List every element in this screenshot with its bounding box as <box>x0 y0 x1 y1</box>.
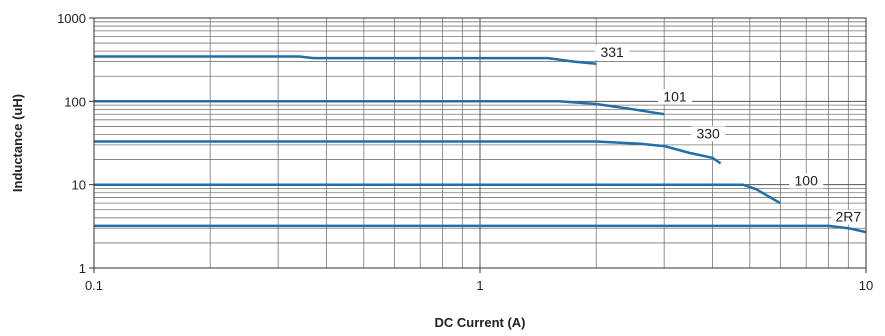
series-label-331: 331 <box>600 44 624 60</box>
series-layer: 331 101 330 100 2R7 <box>94 44 867 234</box>
x-axis-title: DC Current (A) <box>435 315 526 330</box>
y-tick-label: 1000 <box>57 11 86 26</box>
series-label-2R7: 2R7 <box>835 209 861 225</box>
y-tick-label: 100 <box>64 94 86 109</box>
series-label-bg-101 <box>657 89 692 105</box>
x-tick-label: 10 <box>859 278 873 293</box>
series-line-100 <box>94 183 782 205</box>
series-label-bg-100 <box>789 173 824 189</box>
series-label-330: 330 <box>696 125 720 141</box>
y-axis-title: Inductance (uH) <box>10 94 25 192</box>
series-label-bg-330 <box>691 126 726 142</box>
x-tick-label: 0.1 <box>85 278 103 293</box>
series-line-2R7 <box>94 224 867 234</box>
series-line-331 <box>94 55 597 66</box>
x-tick-label: 1 <box>476 278 483 293</box>
series-line-330 <box>94 140 722 165</box>
series-label-bg-331 <box>595 45 630 61</box>
series-label-100: 100 <box>795 172 819 188</box>
y-tick-label: 1 <box>79 261 86 276</box>
y-tick-label: 10 <box>72 178 86 193</box>
series-line-101 <box>94 100 665 116</box>
series-label-101: 101 <box>663 88 687 104</box>
series-label-bg-2R7 <box>831 209 866 225</box>
